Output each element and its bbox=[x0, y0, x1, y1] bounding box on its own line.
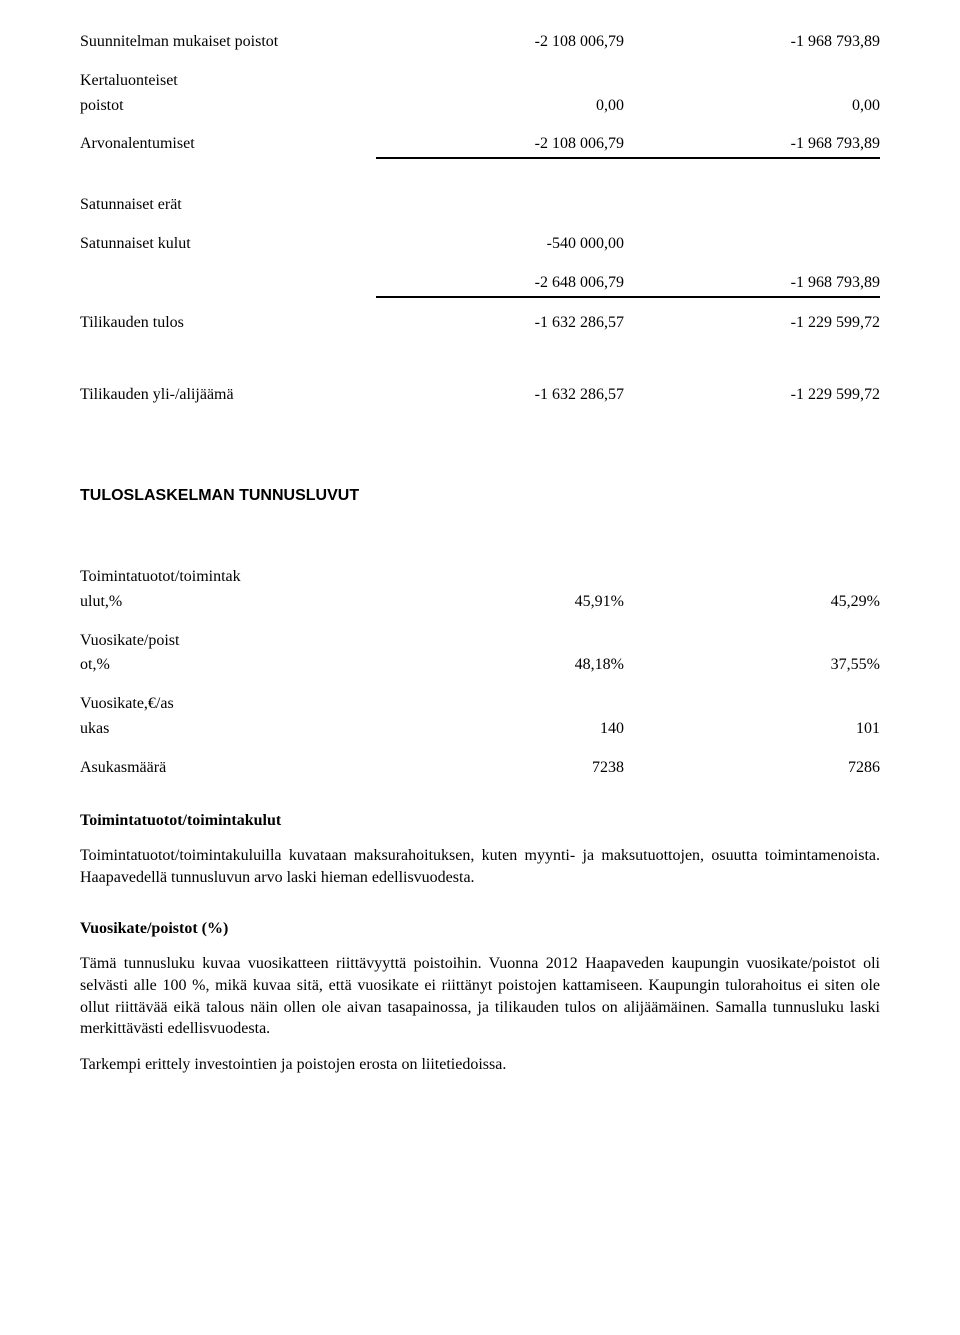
table-row: Satunnaiset erät bbox=[80, 193, 880, 218]
table-row: ulut,% 45,91% 45,29% bbox=[80, 590, 880, 615]
body-paragraph: Tämä tunnusluku kuvaa vuosikatteen riitt… bbox=[80, 953, 880, 1039]
row-value-1: 0,00 bbox=[376, 94, 624, 119]
row-label: ulut,% bbox=[80, 590, 376, 615]
table-row: Kertaluonteiset bbox=[80, 69, 880, 94]
row-value-1: 48,18% bbox=[376, 653, 624, 678]
table-row: ukas 140 101 bbox=[80, 717, 880, 742]
row-label: Vuosikate,€/as bbox=[80, 692, 376, 717]
table-row: Satunnaiset kulut -540 000,00 bbox=[80, 232, 880, 257]
row-label: Vuosikate/poist bbox=[80, 629, 376, 654]
row-value-1: -2 108 006,79 bbox=[376, 30, 624, 55]
table-row: Vuosikate/poist bbox=[80, 629, 880, 654]
table-row: Tilikauden yli-/alijäämä -1 632 286,57 -… bbox=[80, 383, 880, 408]
body-paragraph: Tarkempi erittely investointien ja poist… bbox=[80, 1054, 880, 1076]
row-value-2: 0,00 bbox=[624, 94, 880, 119]
table-row: Vuosikate,€/as bbox=[80, 692, 880, 717]
row-label: Toimintatuotot/toimintak bbox=[80, 565, 376, 590]
metrics-table: Toimintatuotot/toimintak ulut,% 45,91% 4… bbox=[80, 565, 880, 781]
row-value-1: -1 632 286,57 bbox=[376, 311, 624, 336]
extraordinary-table: Satunnaiset erät Satunnaiset kulut -540 … bbox=[80, 193, 880, 335]
table-row: Tilikauden tulos -1 632 286,57 -1 229 59… bbox=[80, 311, 880, 336]
row-label: Arvonalentumiset bbox=[80, 132, 376, 158]
table-row: poistot 0,00 0,00 bbox=[80, 94, 880, 119]
row-label: ot,% bbox=[80, 653, 376, 678]
row-value-1: 7238 bbox=[376, 756, 624, 781]
row-label: Satunnaiset kulut bbox=[80, 232, 376, 257]
table-row: Suunnitelman mukaiset poistot -2 108 006… bbox=[80, 30, 880, 55]
row-label: poistot bbox=[80, 94, 376, 119]
row-label: Satunnaiset erät bbox=[80, 193, 376, 218]
row-value-2: -1 229 599,72 bbox=[624, 311, 880, 336]
section-title: TULOSLASKELMAN TUNNUSLUVUT bbox=[80, 486, 880, 507]
table-row: Toimintatuotot/toimintak bbox=[80, 565, 880, 590]
row-value-1: 140 bbox=[376, 717, 624, 742]
row-value-1: -540 000,00 bbox=[376, 232, 624, 257]
row-value-2: -1 968 793,89 bbox=[624, 271, 880, 297]
row-value-2: 37,55% bbox=[624, 653, 880, 678]
row-value-2: -1 968 793,89 bbox=[624, 132, 880, 158]
row-value-1: -2 648 006,79 bbox=[376, 271, 624, 297]
row-value-2: -1 968 793,89 bbox=[624, 30, 880, 55]
row-value-2: 7286 bbox=[624, 756, 880, 781]
row-label: ukas bbox=[80, 717, 376, 742]
row-label: Asukasmäärä bbox=[80, 756, 376, 781]
row-label: Suunnitelman mukaiset poistot bbox=[80, 30, 376, 55]
row-value-2: -1 229 599,72 bbox=[624, 383, 880, 408]
body-heading-2: Vuosikate/poistot (%) bbox=[80, 919, 880, 940]
row-label: Tilikauden tulos bbox=[80, 311, 376, 336]
row-value-2: 101 bbox=[624, 717, 880, 742]
row-value-2: 45,29% bbox=[624, 590, 880, 615]
table-row: ot,% 48,18% 37,55% bbox=[80, 653, 880, 678]
table-row: Asukasmäärä 7238 7286 bbox=[80, 756, 880, 781]
row-value-1: -1 632 286,57 bbox=[376, 383, 624, 408]
body-heading-1: Toimintatuotot/toimintakulut bbox=[80, 811, 880, 832]
body-paragraph: Toimintatuotot/toimintakuluilla kuvataan… bbox=[80, 845, 880, 888]
table-row: -2 648 006,79 -1 968 793,89 bbox=[80, 271, 880, 297]
table-row: Arvonalentumiset -2 108 006,79 -1 968 79… bbox=[80, 132, 880, 158]
surplus-deficit-table: Tilikauden yli-/alijäämä -1 632 286,57 -… bbox=[80, 383, 880, 408]
row-value-1: -2 108 006,79 bbox=[376, 132, 624, 158]
row-value-1: 45,91% bbox=[376, 590, 624, 615]
depreciation-table: Suunnitelman mukaiset poistot -2 108 006… bbox=[80, 30, 880, 159]
row-label: Kertaluonteiset bbox=[80, 69, 376, 94]
row-label: Tilikauden yli-/alijäämä bbox=[80, 383, 376, 408]
